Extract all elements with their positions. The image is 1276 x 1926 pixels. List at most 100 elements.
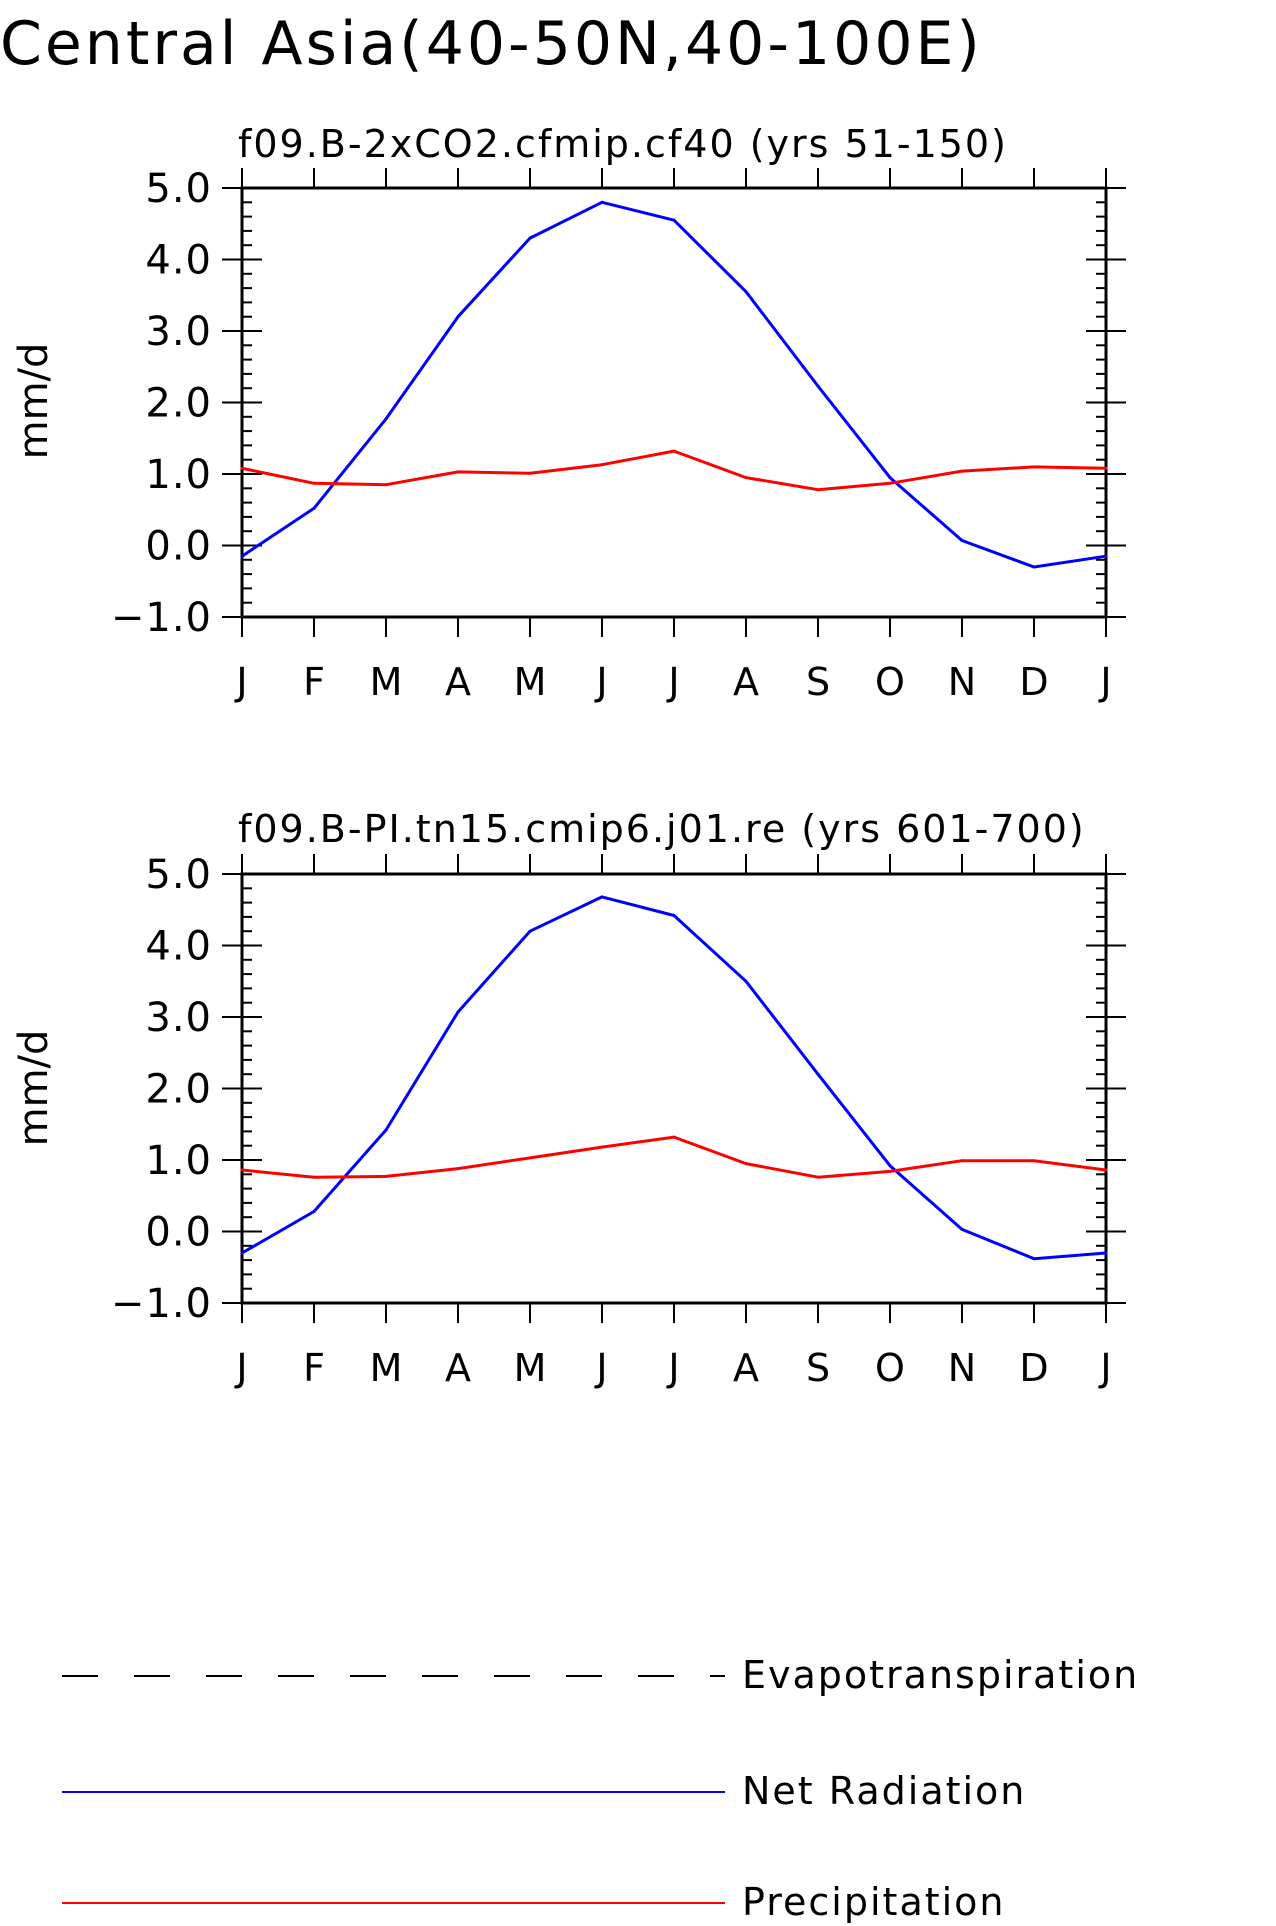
x-tick-label: J	[594, 660, 607, 704]
y-tick-label: 3.0	[145, 309, 212, 355]
legend: Evapotranspiration Net Radiation Precipi…	[62, 1653, 1139, 1924]
y-tick-label: 2.0	[145, 381, 212, 427]
x-tick-label: O	[875, 660, 905, 704]
data-point-net-radiation	[744, 290, 748, 294]
data-point-precipitation	[384, 1174, 388, 1178]
x-tick-label: M	[514, 1346, 547, 1390]
data-point-precipitation	[744, 1162, 748, 1166]
data-point-precipitation	[456, 1167, 460, 1171]
data-point-precipitation	[672, 1135, 676, 1139]
y-axis-label-bottom: mm/d	[11, 1030, 57, 1147]
data-point-precipitation	[816, 1175, 820, 1179]
data-point-net-radiation	[744, 979, 748, 983]
data-point-precipitation	[960, 1159, 964, 1163]
x-tick-label: M	[370, 660, 403, 704]
data-point-precipitation	[600, 1145, 604, 1149]
series-line-precipitation	[241, 1135, 1107, 1179]
legend-label-evapotranspiration: Evapotranspiration	[742, 1653, 1139, 1697]
chart-panel-bottom: f09.B-PI.tn15.cmip6.j01.re (yrs 601-700)…	[11, 807, 1126, 1390]
y-tick-label: 0.0	[145, 1210, 212, 1256]
y-tick-label: 5.0	[145, 852, 212, 898]
x-tick-label: S	[806, 660, 830, 704]
data-point-net-radiation	[888, 476, 892, 480]
data-point-precipitation	[600, 463, 604, 467]
y-tick-label: 4.0	[145, 924, 212, 970]
x-tick-label: A	[445, 1346, 471, 1390]
data-point-net-radiation	[384, 1128, 388, 1132]
data-point-precipitation	[1032, 1159, 1036, 1163]
x-tick-label: S	[806, 1346, 830, 1390]
data-point-precipitation	[672, 449, 676, 453]
data-point-net-radiation	[816, 1072, 820, 1076]
series-line-precipitation	[241, 449, 1107, 492]
y-tick-label: 2.0	[145, 1067, 212, 1113]
x-tick-label: J	[234, 660, 247, 704]
data-point-net-radiation	[1104, 554, 1108, 558]
data-point-net-radiation	[888, 1164, 892, 1168]
data-point-net-radiation	[528, 929, 532, 933]
data-point-precipitation	[240, 466, 244, 470]
x-tick-label: A	[445, 660, 471, 704]
data-point-precipitation	[744, 476, 748, 480]
data-point-net-radiation	[600, 895, 604, 899]
figure-title: Central Asia(40-50N,40-100E)	[0, 9, 983, 79]
data-point-precipitation	[384, 483, 388, 487]
x-tick-label: M	[370, 1346, 403, 1390]
data-point-precipitation	[888, 481, 892, 485]
x-tick-label: J	[666, 1346, 679, 1390]
legend-label-net-radiation: Net Radiation	[742, 1769, 1026, 1813]
x-tick-label: O	[875, 1346, 905, 1390]
data-point-net-radiation	[312, 506, 316, 510]
panel-title-bottom: f09.B-PI.tn15.cmip6.j01.re (yrs 601-700)	[238, 807, 1086, 851]
data-point-precipitation	[312, 481, 316, 485]
data-point-net-radiation	[960, 538, 964, 542]
x-tick-label: A	[733, 660, 759, 704]
y-tick-label: 1.0	[145, 1138, 212, 1184]
plot-frame	[240, 186, 1108, 619]
data-point-precipitation	[312, 1175, 316, 1179]
panel-title-top: f09.B-2xCO2.cfmip.cf40 (yrs 51-150)	[238, 122, 1008, 166]
data-point-net-radiation	[600, 200, 604, 204]
data-point-net-radiation	[1032, 565, 1036, 569]
data-point-precipitation	[1104, 1168, 1108, 1172]
data-point-net-radiation	[1032, 1257, 1036, 1261]
x-tick-label: A	[733, 1346, 759, 1390]
plot-frame	[240, 872, 1108, 1305]
data-point-precipitation	[1104, 466, 1108, 470]
data-point-precipitation	[888, 1169, 892, 1173]
data-point-precipitation	[816, 488, 820, 492]
y-tick-label: −1.0	[111, 1281, 212, 1327]
legend-item-precipitation: Precipitation	[62, 1880, 1004, 1924]
x-tick-label: J	[1098, 1346, 1111, 1390]
x-tick-label: J	[666, 660, 679, 704]
x-tick-label: J	[1098, 660, 1111, 704]
x-tick-label: J	[234, 1346, 247, 1390]
data-point-net-radiation	[672, 218, 676, 222]
data-point-net-radiation	[528, 236, 532, 240]
x-tick-label: F	[303, 1346, 325, 1390]
data-point-precipitation	[528, 471, 532, 475]
data-point-net-radiation	[672, 913, 676, 917]
y-tick-label: 1.0	[145, 452, 212, 498]
series-line-net-radiation	[241, 200, 1107, 569]
data-point-net-radiation	[960, 1227, 964, 1231]
data-point-net-radiation	[384, 417, 388, 421]
x-tick-label: M	[514, 660, 547, 704]
data-point-net-radiation	[456, 315, 460, 319]
data-point-net-radiation	[240, 554, 244, 558]
y-tick-label: 4.0	[145, 238, 212, 284]
data-point-net-radiation	[816, 384, 820, 388]
y-tick-label: −1.0	[111, 595, 212, 641]
x-tick-label: J	[594, 1346, 607, 1390]
data-point-net-radiation	[312, 1209, 316, 1213]
y-tick-label: 3.0	[145, 995, 212, 1041]
data-point-net-radiation	[1104, 1251, 1108, 1255]
y-tick-label: 0.0	[145, 524, 212, 570]
y-axis-label-top: mm/d	[11, 343, 57, 460]
legend-item-net-radiation: Net Radiation	[62, 1769, 1026, 1813]
data-point-precipitation	[960, 469, 964, 473]
data-point-precipitation	[1032, 465, 1036, 469]
x-tick-label: D	[1019, 660, 1048, 704]
x-tick-label: N	[948, 1346, 976, 1390]
